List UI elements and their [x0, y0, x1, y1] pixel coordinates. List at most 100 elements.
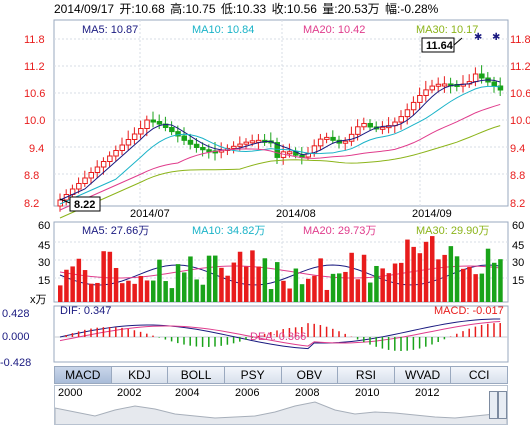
volume-bar — [423, 241, 429, 302]
timeline-years: 2000 2002 2004 2006 2008 2010 2012 — [55, 386, 507, 400]
ma20-line — [59, 103, 501, 211]
vol-tick: 30 — [38, 257, 50, 269]
volume-bar — [306, 278, 311, 302]
candle-body — [88, 172, 94, 179]
timeline-year: 2012 — [415, 387, 440, 399]
volume-bar — [200, 284, 206, 302]
volume-bar — [194, 279, 199, 302]
tab-rsi[interactable]: RSI — [338, 367, 395, 383]
tab-kdj[interactable]: KDJ — [112, 367, 169, 383]
candle-body — [206, 149, 212, 153]
tab-psy[interactable]: PSY — [225, 367, 282, 383]
volume-bar — [250, 250, 255, 302]
volume-bar — [287, 288, 292, 302]
vol-tick: 45 — [38, 240, 50, 252]
tab-macd[interactable]: MACD — [55, 367, 112, 383]
volume-bar — [188, 256, 193, 302]
marker-star-icon: ✱ — [492, 32, 500, 43]
macd-dea-legend: DEA: 0.366 — [250, 331, 306, 343]
vol-tick: 60 — [38, 220, 50, 232]
candle-body — [82, 177, 88, 184]
volume-bar — [206, 255, 212, 302]
min-price-box — [69, 196, 101, 212]
volume-bar — [380, 268, 385, 302]
candle-body — [367, 122, 373, 128]
candle-body — [330, 136, 336, 141]
volume-bar — [213, 255, 218, 302]
tab-wvad[interactable]: WVAD — [395, 367, 452, 383]
volume-bar — [337, 273, 342, 302]
volume-bar — [467, 266, 472, 302]
ma30-line — [59, 125, 501, 219]
ma10-line — [59, 85, 501, 205]
history-timeline[interactable]: 2000 2002 2004 2006 2008 2010 2012 — [54, 385, 508, 425]
volume-bar — [498, 259, 503, 302]
volume-bar — [231, 262, 237, 302]
candle-body — [286, 151, 293, 155]
price-tick-right: 11.2 — [510, 61, 530, 73]
volume-bar — [95, 282, 100, 302]
min-pointer — [59, 198, 71, 204]
price-tick-left: 9.4 — [29, 143, 44, 155]
vol-ma5-legend: MA5: 27.66万 — [82, 225, 149, 237]
timeline-handle-right[interactable] — [498, 391, 507, 419]
macd-tick: 0.000 — [2, 331, 30, 343]
price-tick-left: 10.0 — [24, 115, 45, 127]
candle-body — [131, 133, 138, 140]
min-price-label: 8.22 — [74, 199, 95, 211]
volume-bar — [219, 267, 224, 302]
quote-change: 幅:-0.28% — [385, 2, 439, 16]
candle-body — [156, 121, 163, 125]
candle-body — [423, 89, 429, 96]
candle-body — [441, 83, 448, 87]
volume-bar — [113, 267, 119, 302]
volume-bar — [454, 256, 460, 302]
volume-bar — [368, 282, 373, 302]
candle-body — [144, 119, 150, 130]
marker-star-icon: ✱ — [474, 32, 482, 43]
volume-bar — [436, 259, 441, 302]
volume-bar — [343, 271, 348, 302]
volume-bar — [361, 254, 367, 302]
candle-body — [361, 122, 367, 128]
candle-body — [181, 135, 187, 141]
tab-boll[interactable]: BOLL — [168, 367, 225, 383]
volume-bar — [225, 275, 230, 302]
dif-line — [59, 318, 501, 350]
ma5-line — [59, 79, 501, 201]
stock-chart[interactable]: 11.8 11.2 10.6 10.0 9.4 8.8 8.2 11.8 11.… — [0, 0, 530, 366]
volume-bar — [399, 262, 404, 302]
volume-bar — [64, 269, 69, 302]
price-tick-right: 10.0 — [510, 115, 530, 127]
volume-bar — [479, 273, 485, 302]
volume-bar — [275, 262, 280, 302]
ma-lines — [59, 79, 501, 350]
vol-ma20-legend: MA20: 29.73万 — [303, 225, 376, 237]
timeline-handle-left[interactable] — [489, 391, 498, 419]
volume-bar — [157, 259, 162, 302]
volume-bar — [430, 236, 435, 302]
candle-body — [193, 143, 200, 148]
vol-tick-right: 30 — [512, 257, 524, 269]
tab-cci[interactable]: CCI — [468, 368, 490, 382]
price-tick-left: 11.2 — [24, 61, 45, 73]
ma20-legend: MA20: 10.42 — [303, 24, 365, 36]
candle-body — [119, 144, 125, 151]
volume-bar — [417, 253, 423, 302]
volume-bar — [76, 258, 82, 302]
dea-line — [59, 320, 501, 347]
volume-bar — [312, 275, 317, 302]
volume-bar — [492, 262, 497, 302]
candle-body — [94, 166, 101, 173]
quote-date: 2014/09/17 — [54, 2, 115, 16]
volume-bar — [473, 274, 478, 302]
volume-bar — [355, 279, 361, 302]
tab-obv[interactable]: OBV — [282, 367, 339, 383]
price-tick-left: 11.8 — [24, 34, 45, 46]
macd-tick: 0.428 — [2, 308, 30, 320]
candle-body — [404, 109, 411, 118]
quote-high: 高:10.75 — [170, 2, 216, 16]
volume-bar — [256, 266, 261, 302]
candle-body — [107, 155, 113, 162]
volume-bar — [175, 264, 181, 302]
